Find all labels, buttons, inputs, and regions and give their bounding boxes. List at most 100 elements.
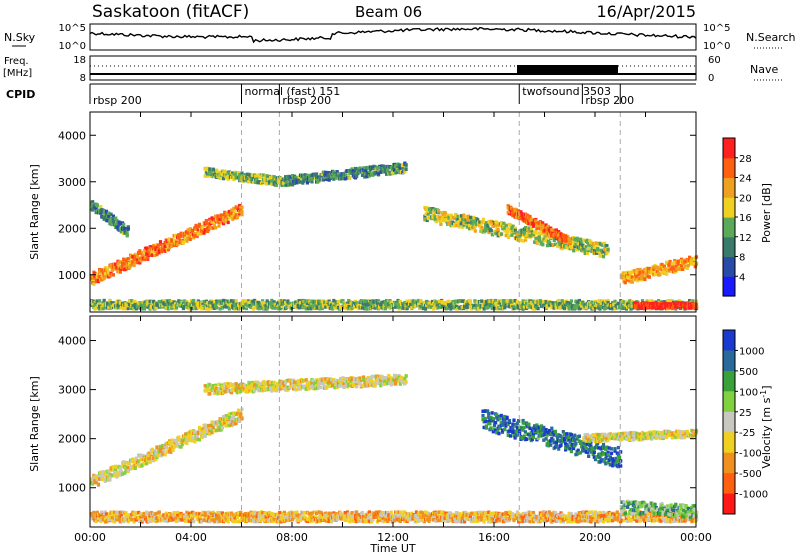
data-cell (512, 212, 516, 216)
data-cell (305, 181, 309, 185)
data-cell (349, 382, 353, 387)
data-cell (154, 247, 158, 251)
data-cell (218, 420, 222, 424)
data-cell (91, 200, 95, 204)
data-cell (494, 429, 498, 433)
freq-tick-top: 18 (73, 55, 86, 66)
data-cell (567, 307, 571, 311)
data-cell (363, 166, 367, 170)
data-cell (634, 277, 638, 281)
data-cell (505, 227, 509, 231)
data-cell (571, 239, 575, 243)
data-cell (270, 389, 274, 393)
data-cell (207, 227, 211, 232)
data-cell (123, 265, 127, 269)
data-cell (552, 238, 556, 242)
data-cell (169, 450, 173, 454)
data-cell (302, 179, 306, 183)
data-cell (209, 426, 213, 430)
data-cell (126, 467, 130, 472)
data-cell (534, 236, 538, 241)
data-cell (487, 411, 491, 416)
data-cell (464, 300, 468, 304)
data-cell (210, 301, 214, 305)
data-cell (630, 280, 634, 284)
data-cell (425, 218, 429, 223)
data-cell (558, 302, 562, 307)
data-cell (200, 229, 204, 233)
data-cell (171, 448, 175, 452)
data-cell (124, 302, 128, 306)
data-cell (434, 219, 438, 224)
data-cell (482, 220, 486, 225)
data-cell (251, 307, 255, 311)
data-cell (232, 415, 236, 419)
data-cell (430, 299, 435, 304)
data-cell (109, 262, 113, 267)
data-cell (332, 302, 336, 306)
data-cell (538, 434, 542, 438)
data-cell (595, 251, 599, 255)
data-cell (321, 170, 325, 174)
data-cell (142, 257, 146, 262)
data-cell (216, 217, 220, 221)
data-cell (372, 300, 376, 304)
data-cell (174, 305, 179, 310)
data-cell (123, 226, 127, 231)
data-cell (154, 249, 158, 253)
data-cell (657, 267, 661, 272)
data-cell (547, 232, 552, 236)
data-cell (556, 435, 560, 440)
data-cell (550, 305, 554, 310)
data-cell (521, 299, 525, 303)
data-cell (336, 303, 340, 308)
data-cell (386, 168, 390, 173)
data-cell (471, 221, 475, 226)
data-cell (508, 434, 513, 438)
data-cell (111, 273, 115, 277)
data-cell (487, 230, 491, 235)
data-cell (579, 237, 583, 242)
data-cell (160, 249, 164, 254)
data-cell (293, 304, 297, 309)
data-cell (530, 428, 534, 432)
data-cell (583, 441, 587, 445)
data-cell (117, 304, 121, 308)
data-cell (440, 218, 444, 222)
data-cell (177, 236, 181, 240)
data-cell (606, 452, 610, 457)
data-cell (246, 303, 250, 307)
data-cell (261, 301, 265, 305)
data-cell (597, 446, 601, 450)
data-cell (580, 441, 584, 445)
data-cell (591, 241, 595, 246)
data-cell (210, 420, 214, 424)
data-cell (368, 168, 373, 172)
data-cell (289, 178, 293, 182)
data-cell (481, 417, 485, 422)
data-cell (484, 229, 488, 233)
data-cell (693, 264, 697, 269)
data-cell (90, 203, 94, 207)
data-cell (514, 424, 518, 428)
data-cell (601, 442, 606, 447)
data-cell (499, 299, 503, 303)
data-cell (395, 170, 399, 174)
data-cell (566, 301, 570, 305)
data-cell (114, 262, 118, 266)
data-cell (593, 299, 598, 304)
data-cell (433, 215, 437, 219)
data-cell (524, 238, 528, 242)
data-cell (585, 442, 589, 446)
data-cell (391, 166, 396, 170)
data-cell (395, 168, 399, 172)
data-cell (132, 462, 136, 466)
data-cell (177, 435, 181, 439)
data-cell (541, 428, 545, 432)
data-cell (345, 301, 350, 306)
data-cell (483, 416, 487, 421)
data-cell (95, 272, 99, 277)
data-cell (249, 305, 253, 310)
data-cell (601, 254, 606, 259)
data-cell (126, 469, 130, 474)
